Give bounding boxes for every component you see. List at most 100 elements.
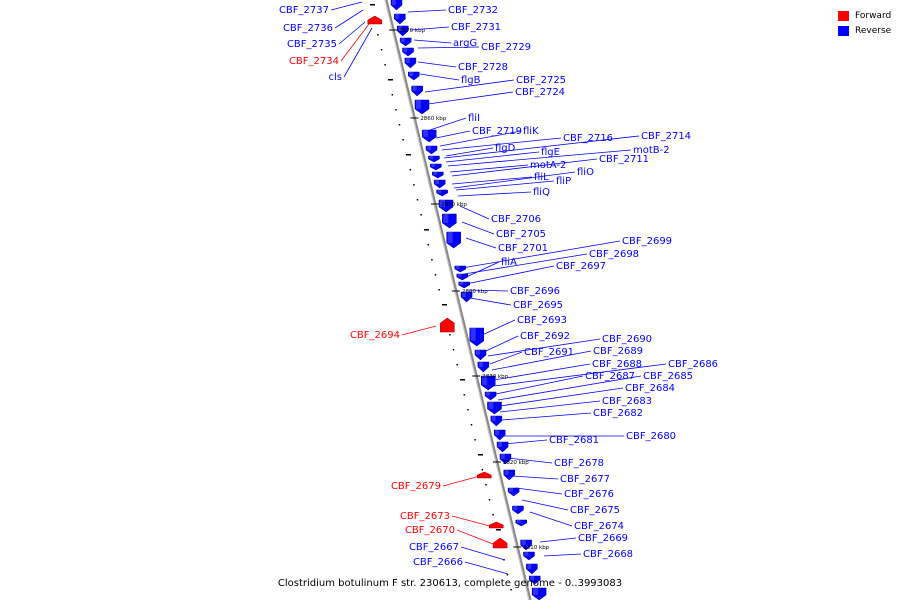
gene-label: motB-2: [633, 145, 670, 156]
track-marker: [423, 229, 429, 231]
gene-block-shade: [495, 430, 500, 435]
forward-gene-block: [440, 317, 455, 333]
gene-block-shade: [524, 552, 529, 556]
gene-label: cls: [329, 72, 343, 83]
gene-label: CBF_2705: [496, 229, 546, 240]
genome-caption: Clostridium botulinum F str. 230613, com…: [277, 578, 623, 589]
gene-label: fliL: [534, 172, 549, 183]
leader-line: [493, 363, 591, 381]
gene-block-shade: [443, 214, 449, 223]
legend-reverse: Reverse: [838, 23, 891, 38]
leader-line: [543, 553, 582, 557]
gene-block-shade: [470, 328, 476, 341]
gene-block-shade: [527, 564, 532, 569]
track-marker: [506, 574, 509, 576]
gene-label: CBF_2724: [515, 87, 565, 98]
leader-line: [465, 237, 497, 249]
gene-label: CBF_2684: [625, 383, 675, 394]
leader-line: [427, 91, 514, 105]
gene-label: CBF_2701: [498, 243, 548, 254]
leader-line: [442, 475, 481, 487]
leader-line: [499, 387, 624, 407]
gene-label: CBF_2732: [448, 5, 498, 16]
gene-block-shade: [392, 0, 396, 5]
gene-block-shade: [500, 454, 505, 459]
leader-line: [447, 149, 632, 167]
track-marker: [463, 394, 466, 396]
track-marker: [409, 169, 412, 171]
reverse-swatch: [838, 25, 849, 36]
track-marker: [477, 454, 483, 456]
leader-line: [330, 1, 363, 11]
kbp-label: 2850 kbp: [441, 202, 467, 208]
gene-block-shade: [457, 274, 462, 277]
gene-block-shade: [476, 350, 480, 355]
track-marker: [452, 349, 455, 351]
track-marker: [369, 4, 375, 6]
gene-label: CBF_2711: [599, 154, 649, 165]
leader-line: [343, 27, 373, 78]
track-marker: [413, 184, 415, 186]
track-marker: [398, 124, 401, 126]
leader-line: [539, 537, 577, 543]
gene-block-shade: [398, 26, 403, 31]
kbp-label: 2870 kbp: [399, 28, 425, 34]
gene-label: CBF_2729: [481, 42, 531, 53]
leader-line: [501, 412, 592, 421]
gene-label: CBF_2691: [524, 347, 574, 358]
gene-label: CBF_2679: [391, 481, 441, 492]
leader-line: [461, 221, 495, 235]
gene-label: CBF_2706: [491, 214, 541, 225]
leader-line: [499, 400, 601, 413]
leader-line: [460, 546, 506, 561]
gene-label: CBF_2695: [513, 300, 563, 311]
leader-line: [455, 180, 555, 191]
forward-track-markers: [369, 4, 512, 591]
gene-label: CBF_2678: [554, 458, 604, 469]
leader-line: [456, 529, 499, 547]
gene-label: fliP: [556, 176, 571, 187]
track-marker: [488, 499, 491, 501]
track-marker: [377, 34, 379, 36]
gene-block-shade: [478, 362, 483, 367]
leader-line: [441, 137, 562, 151]
leader-line: [459, 205, 490, 220]
leader-line: [515, 487, 563, 495]
track-marker: [427, 244, 430, 246]
gene-label: CBF_2690: [602, 334, 652, 345]
leader-line: [439, 130, 522, 147]
gene-labels: CBF_2734 CBF_2694 CBF_2679 CBF_2673 CBF_2670…: [279, 5, 718, 568]
gene-block-shade: [486, 392, 490, 396]
leader-line: [489, 351, 523, 365]
gene-label: CBF_2680: [626, 431, 676, 442]
gene-block-shade: [403, 48, 408, 52]
gene-label: CBF_2714: [641, 131, 691, 142]
gene-label: CBF_2694: [350, 330, 400, 341]
gene-label: CBF_2692: [520, 331, 570, 342]
leader-line: [457, 191, 532, 197]
gene-label: fliO: [577, 167, 594, 178]
gene-block-shade: [482, 376, 488, 385]
leader-line: [493, 363, 667, 387]
gene-label: flgD: [495, 143, 516, 154]
leader-line: [417, 46, 480, 49]
gene-block-shade: [435, 180, 440, 184]
leader-line: [334, 9, 364, 29]
track-marker: [441, 304, 447, 306]
gene-label: CBF_2693: [517, 315, 567, 326]
leader-line: [424, 79, 515, 93]
gene-block-shade: [412, 86, 417, 91]
forward-gene-block: [492, 537, 508, 549]
gene-label: CBF_2668: [583, 549, 633, 560]
track-marker: [431, 259, 433, 261]
gene-label: CBF_2716: [563, 133, 613, 144]
gene-label: CBF_2676: [564, 489, 614, 500]
leader-line: [338, 21, 366, 45]
gene-label: CBF_2734: [289, 56, 339, 67]
track-marker: [434, 274, 437, 276]
gene-label: CBF_2697: [556, 261, 606, 272]
leader-line: [461, 240, 621, 269]
track-marker: [474, 439, 476, 441]
gene-label: CBF_2735: [287, 39, 337, 50]
gene-block-shade: [440, 200, 445, 207]
